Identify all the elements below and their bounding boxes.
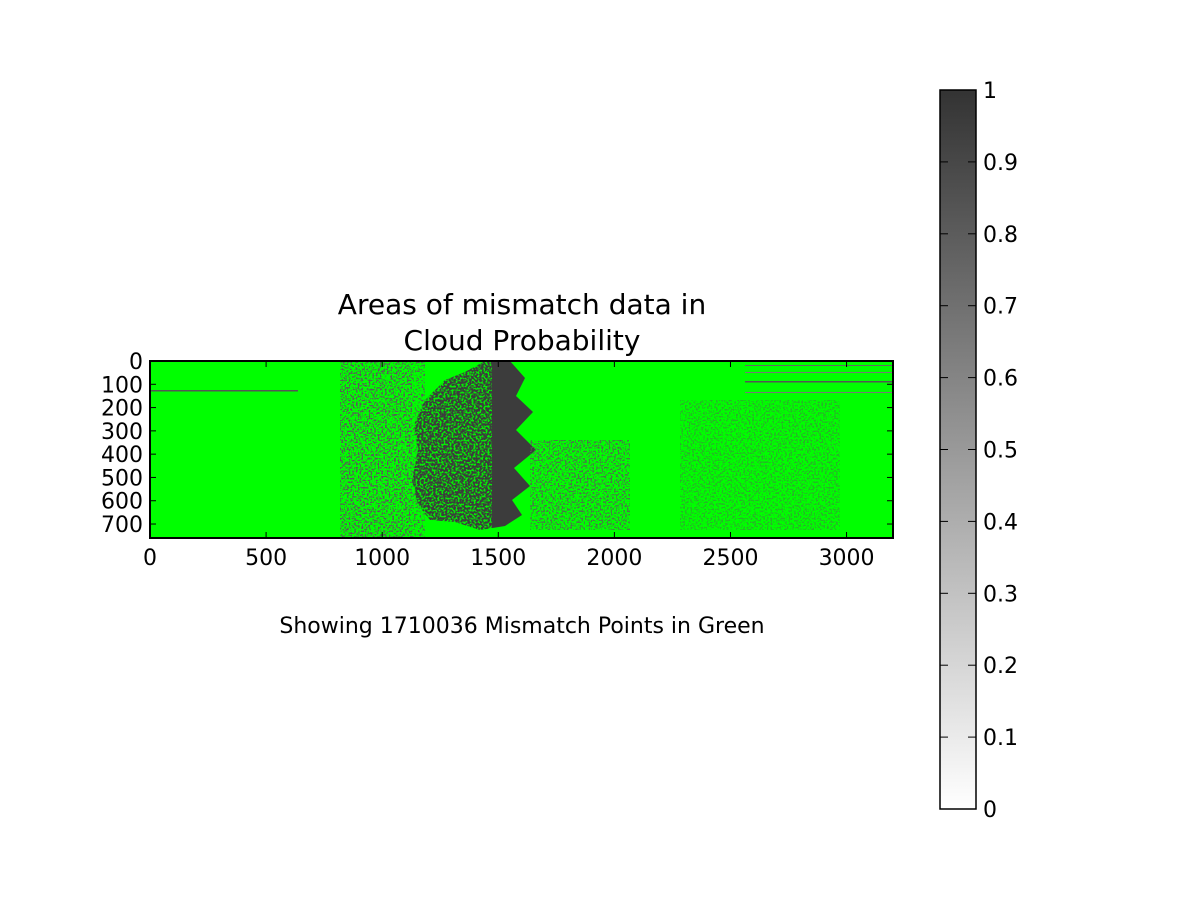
colorbar-tick-label: 0.9 bbox=[983, 151, 1018, 176]
x-tick-label: 1000 bbox=[354, 546, 410, 571]
x-axis: 0 500 1000 1500 2000 2500 3000 bbox=[143, 361, 875, 571]
x-tick-label: 3000 bbox=[819, 546, 875, 571]
x-tick-label: 2000 bbox=[586, 546, 642, 571]
x-tick-label: 1500 bbox=[470, 546, 526, 571]
colorbar-tick-label: 0.1 bbox=[983, 726, 1018, 751]
y-tick-label: 400 bbox=[101, 443, 143, 468]
colorbar-tick-label: 0.4 bbox=[983, 510, 1018, 535]
y-tick-label: 0 bbox=[129, 350, 143, 375]
colorbar-tick-label: 0.6 bbox=[983, 367, 1018, 392]
speckle-zone-right bbox=[680, 400, 840, 530]
colorbar-axis: 0 0.1 0.2 0.3 0.4 0.5 0.6 0.7 0.8 0.9 1 bbox=[940, 79, 1018, 823]
colorbar-tick-label: 0 bbox=[983, 798, 997, 823]
chart-title-line-1: Areas of mismatch data in bbox=[338, 288, 706, 321]
stripe-top-right-4 bbox=[745, 392, 893, 393]
y-tick-label: 700 bbox=[101, 513, 143, 538]
plot-image bbox=[150, 361, 893, 538]
stripe-top-right-1 bbox=[745, 365, 893, 366]
y-tick-label: 300 bbox=[101, 420, 143, 445]
stripe-top-left bbox=[150, 390, 298, 392]
stripe-top-right-2 bbox=[745, 372, 893, 373]
colorbar-tick-label: 0.8 bbox=[983, 223, 1018, 248]
colorbar-tick-label: 0.5 bbox=[983, 439, 1018, 464]
y-tick-label: 100 bbox=[101, 373, 143, 398]
y-tick-label: 500 bbox=[101, 466, 143, 491]
colorbar-tick-label: 0.3 bbox=[983, 582, 1018, 607]
green-holes bbox=[412, 361, 492, 538]
chart-title-line-2: Cloud Probability bbox=[404, 324, 641, 357]
mismatch-caption: Showing 1710036 Mismatch Points in Green bbox=[279, 614, 764, 639]
speckle-zone-left bbox=[340, 361, 425, 538]
y-tick-label: 200 bbox=[101, 397, 143, 422]
x-tick-label: 500 bbox=[245, 546, 287, 571]
stripe-top-right-3 bbox=[745, 381, 893, 383]
colorbar-tick-label: 0.7 bbox=[983, 295, 1018, 320]
colorbar-tick-label: 0.2 bbox=[983, 654, 1018, 679]
colorbar-tick-label: 1 bbox=[983, 79, 997, 104]
x-tick-label: 2500 bbox=[702, 546, 758, 571]
y-tick-label: 600 bbox=[101, 490, 143, 515]
x-tick-label: 0 bbox=[143, 546, 157, 571]
plot-frame bbox=[149, 360, 894, 539]
speckle-zone-mid bbox=[530, 440, 630, 530]
